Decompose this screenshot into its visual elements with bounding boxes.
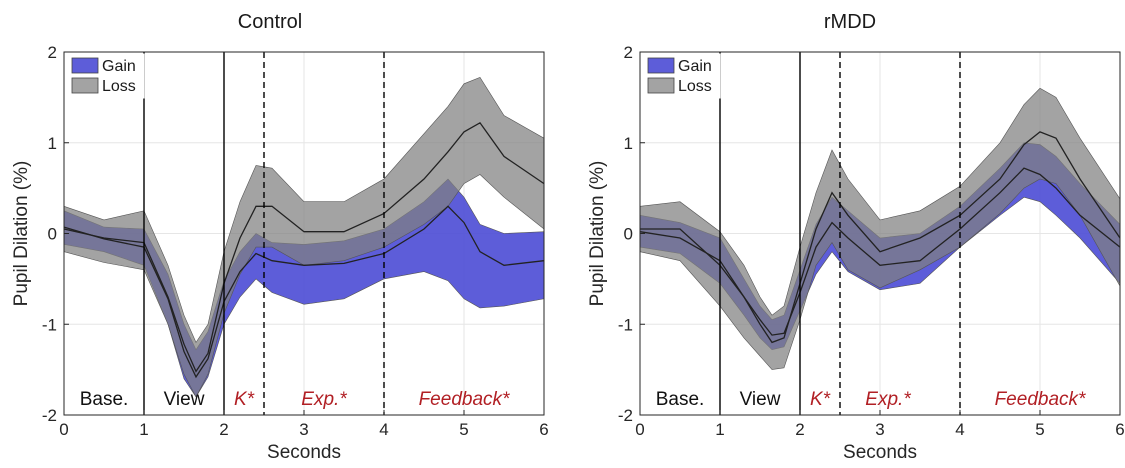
x-tick-label: 3 [875,420,884,439]
phase-label: Exp.* [301,389,347,410]
y-tick-label: 1 [624,134,633,153]
x-tick-label: 4 [379,420,388,439]
x-tick-label: 6 [1115,420,1124,439]
phase-label: Feedback* [419,389,510,410]
y-axis-title: Pupil Dilation (%) [587,161,608,307]
x-axis-title: Seconds [843,442,917,463]
x-tick-label: 1 [139,420,148,439]
y-tick-label: -2 [618,406,633,425]
panel-title: rMDD [824,11,876,33]
y-tick-label: 2 [48,43,57,62]
x-tick-label: 1 [715,420,724,439]
panel-rmdd: rMDD 0 1 2 3 4 5 6 -2 -1 0 1 2 Seconds Pupil Dilation … [587,11,1125,463]
y-axis-title: Pupil Dilation (%) [11,161,32,307]
y-tick-label: -1 [42,315,57,334]
y-tick-label: -2 [42,406,57,425]
x-tick-label: 5 [1035,420,1044,439]
x-tick-label: 2 [219,420,228,439]
phase-label: Feedback* [995,389,1086,410]
phase-label: View [740,389,781,410]
y-tick-label: 0 [624,225,633,244]
legend-label-gain: Gain [678,58,712,75]
x-tick-label: 5 [459,420,468,439]
panel-control: Control 0 1 2 3 4 5 6 -2 -1 0 1 2 Seconds Pupil Dilati… [11,11,549,463]
phase-label: K* [810,389,831,410]
y-tick-label: 0 [48,225,57,244]
x-tick-label: 6 [539,420,548,439]
phase-label: Exp.* [865,389,911,410]
y-tick-label: 2 [624,43,633,62]
phase-label: Base. [80,389,129,410]
x-tick-label: 0 [635,420,644,439]
phase-label: Base. [656,389,705,410]
legend-swatch-gain [71,57,99,74]
legend-label-loss: Loss [678,78,712,95]
y-tick-label: -1 [618,315,633,334]
x-tick-label: 3 [299,420,308,439]
legend-label-loss: Loss [102,78,136,95]
x-axis-title: Seconds [267,442,341,463]
panel-title: Control [238,11,302,33]
phase-label: K* [234,389,255,410]
phase-label: View [164,389,205,410]
legend-label-gain: Gain [102,58,136,75]
legend-swatch-loss [71,77,99,94]
legend-swatch-gain [647,57,675,74]
x-tick-label: 4 [955,420,964,439]
x-tick-label: 0 [59,420,68,439]
legend: Gain Loss [643,53,721,99]
legend: Gain Loss [67,53,145,99]
x-tick-label: 2 [795,420,804,439]
legend-swatch-loss [647,77,675,94]
y-tick-label: 1 [48,134,57,153]
